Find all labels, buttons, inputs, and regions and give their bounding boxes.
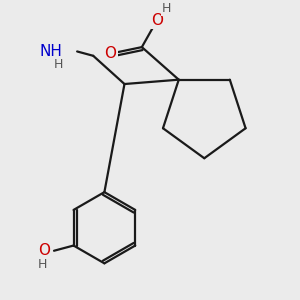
Text: O: O xyxy=(38,243,50,258)
Text: NH: NH xyxy=(39,44,62,59)
Text: O: O xyxy=(105,46,117,61)
Text: H: H xyxy=(38,258,47,271)
Text: O: O xyxy=(151,13,163,28)
Text: H: H xyxy=(53,58,63,71)
Text: H: H xyxy=(162,2,171,14)
